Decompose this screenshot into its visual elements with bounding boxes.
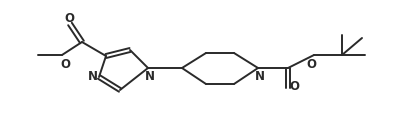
Text: O: O	[306, 58, 316, 70]
Text: N: N	[145, 70, 155, 82]
Text: O: O	[64, 13, 74, 26]
Text: O: O	[60, 58, 70, 70]
Text: N: N	[88, 70, 98, 82]
Text: O: O	[289, 80, 299, 92]
Text: N: N	[255, 70, 265, 84]
